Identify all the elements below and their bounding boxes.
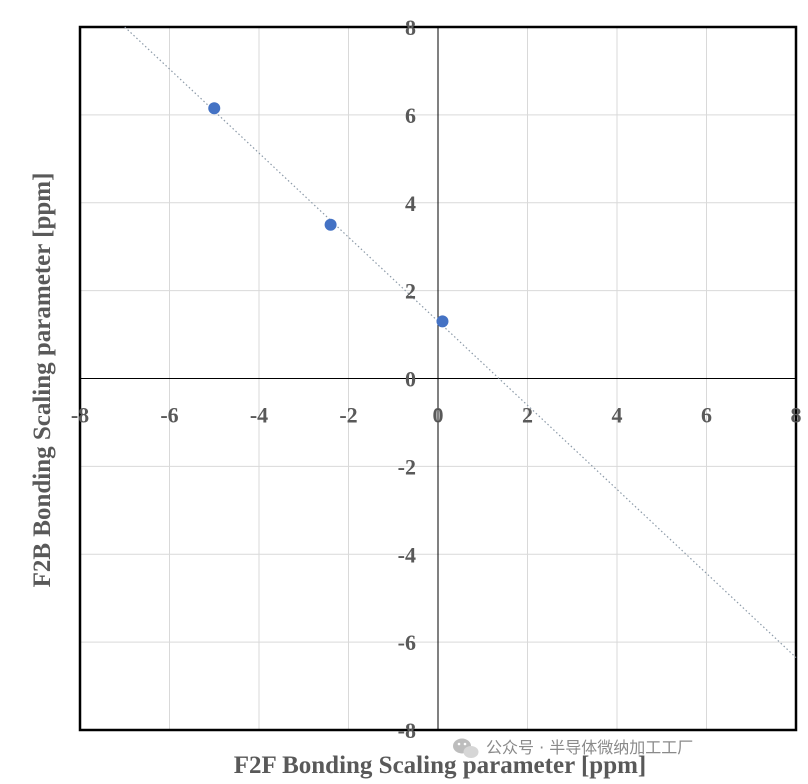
y-tick-label: 0 [405, 367, 416, 392]
wechat-icon [453, 738, 479, 758]
x-tick-label: 0 [433, 403, 444, 428]
y-tick-label: 6 [405, 103, 416, 128]
data-points [208, 102, 449, 328]
data-point [324, 218, 337, 231]
y-tick-label: -4 [398, 542, 416, 567]
x-tick-label: 4 [612, 403, 623, 428]
watermark: 公众号 · 半导体微纳加工工厂 [453, 738, 693, 758]
data-point [436, 315, 449, 328]
x-tick-label: -2 [339, 403, 357, 428]
y-tick-labels: 8 6 4 2 0 -2 -4 -6 -8 [398, 15, 416, 743]
y-tick-label: -8 [398, 718, 416, 743]
y-axis-title: F2B Bonding Scaling parameter [ppm] [29, 173, 56, 588]
x-tick-label: 6 [701, 403, 712, 428]
trendline [124, 26, 797, 658]
x-tick-labels: -8 -6 -4 -2 0 2 4 6 8 [71, 403, 802, 428]
y-tick-label: 8 [405, 15, 416, 40]
x-tick-label: 2 [522, 403, 533, 428]
y-tick-label: -2 [398, 454, 416, 479]
watermark-text: 公众号 · 半导体微纳加工工厂 [486, 738, 693, 757]
x-tick-label: 8 [791, 403, 802, 428]
x-tick-label: -4 [250, 403, 268, 428]
x-axis-title: F2F Bonding Scaling parameter [ppm] [234, 752, 647, 779]
y-tick-label: 4 [405, 191, 416, 216]
y-tick-label: -6 [398, 630, 416, 655]
x-tick-label: -6 [160, 403, 178, 428]
y-tick-label: 2 [405, 279, 416, 304]
x-tick-label: -8 [71, 403, 89, 428]
data-point [208, 102, 221, 115]
